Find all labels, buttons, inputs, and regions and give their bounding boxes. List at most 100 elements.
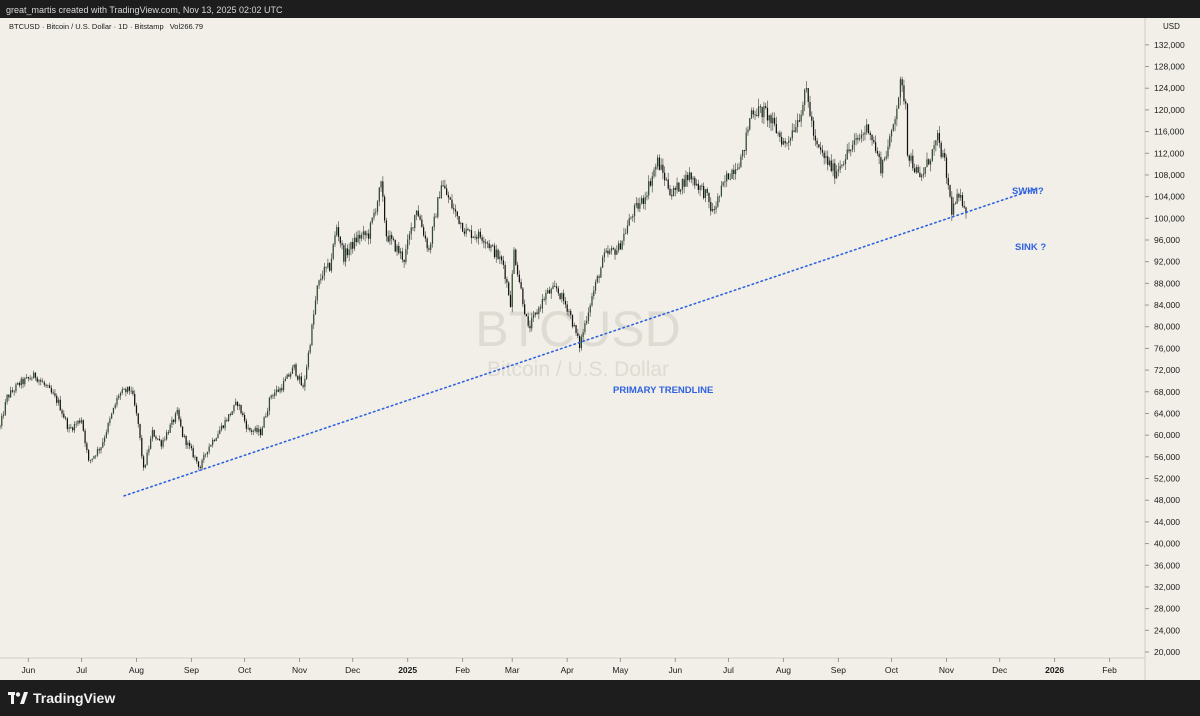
candle-down <box>226 420 228 422</box>
candle-up <box>89 460 92 461</box>
candle-down <box>132 390 134 394</box>
candle-up <box>745 132 747 151</box>
candle-down <box>27 377 29 379</box>
candle-up <box>910 155 912 161</box>
candle-up <box>736 169 738 171</box>
candle-down <box>502 260 504 265</box>
candle-up <box>114 404 116 408</box>
candle-down <box>504 264 506 280</box>
candle-down <box>243 415 246 421</box>
candle-down <box>827 156 829 166</box>
candle-down <box>476 236 478 239</box>
candle-up <box>231 411 233 415</box>
candle-down <box>525 314 528 317</box>
candle-up <box>314 300 317 315</box>
candle-down <box>848 149 850 152</box>
candle-down <box>167 432 170 434</box>
candle-down <box>213 439 216 441</box>
candle-down <box>22 378 24 385</box>
candle-down <box>355 237 357 243</box>
candle-up <box>926 159 928 168</box>
candle-down <box>277 389 279 392</box>
candle-down <box>773 117 776 124</box>
candle-up <box>853 140 855 145</box>
candle-up <box>118 395 120 399</box>
time-tick-label: Nov <box>292 665 308 675</box>
candle-up <box>410 227 412 235</box>
candle-down <box>938 133 941 143</box>
candle-up <box>772 117 774 124</box>
candle-down <box>619 243 621 250</box>
candle-down <box>522 288 524 305</box>
candle-down <box>64 417 67 419</box>
candle-down <box>674 188 676 190</box>
tradingview-logo-icon <box>8 692 28 704</box>
candle-down <box>98 449 100 451</box>
candle-down <box>759 106 761 108</box>
candle-down <box>368 233 370 239</box>
candle-up <box>270 395 272 398</box>
candle-down <box>784 140 786 144</box>
trendline-layer[interactable] <box>123 187 1038 497</box>
candle-up <box>511 273 513 307</box>
candle-down <box>821 149 824 153</box>
candle-down <box>359 234 361 239</box>
candle-down <box>180 419 182 427</box>
candle-down <box>153 430 155 437</box>
candle-up <box>396 245 398 252</box>
candle-down <box>325 266 327 268</box>
candle-up <box>800 114 802 122</box>
currency-box <box>1147 18 1200 35</box>
candle-down <box>766 107 769 121</box>
candle-up <box>862 134 864 136</box>
candle-up <box>740 156 742 168</box>
candle-up <box>887 146 889 157</box>
candle-down <box>798 120 800 122</box>
candle-up <box>307 352 310 368</box>
time-scale[interactable]: Jun Jul Aug Sep Oct Nov Dec 2025 Feb Mar Apr May Jun… <box>21 658 1117 675</box>
candle-down <box>559 293 561 299</box>
candle-up <box>882 159 884 174</box>
candle-up <box>376 201 379 212</box>
candle-up <box>933 145 935 150</box>
candle-up <box>323 266 325 276</box>
candle-down <box>185 435 187 446</box>
candle-up <box>321 275 324 279</box>
candle-down <box>41 381 44 383</box>
candle-up <box>724 181 726 183</box>
candle-down <box>733 169 735 175</box>
candle-up <box>844 159 847 165</box>
candle-down <box>128 386 131 391</box>
price-chart[interactable]: BTCUSD Bitcoin / U.S. Dollar PRIMARY TRE… <box>0 18 1200 680</box>
candle-down <box>571 315 574 327</box>
candle-up <box>644 197 646 205</box>
candle-down <box>45 384 47 386</box>
price-scale[interactable]: USD 20,000 24,000 28,000 32,000 36,000 40,000… <box>1145 18 1200 657</box>
candle-up <box>720 185 723 196</box>
candle-up <box>371 217 373 223</box>
candle-down <box>492 245 494 247</box>
candle-up <box>164 439 166 441</box>
candle-down <box>901 79 903 86</box>
candle-up <box>883 158 886 160</box>
candle-up <box>228 414 230 422</box>
candle-down <box>59 399 61 411</box>
candle-up <box>130 390 132 392</box>
candle-up <box>605 250 607 253</box>
tradingview-logo[interactable]: TradingView <box>8 689 115 707</box>
candle-up <box>109 418 111 424</box>
candle-down <box>816 140 818 145</box>
chart-area[interactable]: BTCUSD Bitcoin / U.S. Dollar PRIMARY TRE… <box>0 18 1200 680</box>
candle-down <box>421 219 423 228</box>
candle-up <box>375 211 377 213</box>
candle-down <box>240 404 242 414</box>
candle-up <box>238 404 240 407</box>
price-tick-label: 88,000 <box>1154 278 1180 288</box>
candle-up <box>119 392 122 396</box>
candle-up <box>345 248 347 262</box>
time-tick-label: Sep <box>831 665 846 675</box>
candle-up <box>603 252 606 258</box>
candle-up <box>632 216 634 218</box>
primary-trendline[interactable] <box>123 187 1038 497</box>
candle-up <box>380 181 382 188</box>
